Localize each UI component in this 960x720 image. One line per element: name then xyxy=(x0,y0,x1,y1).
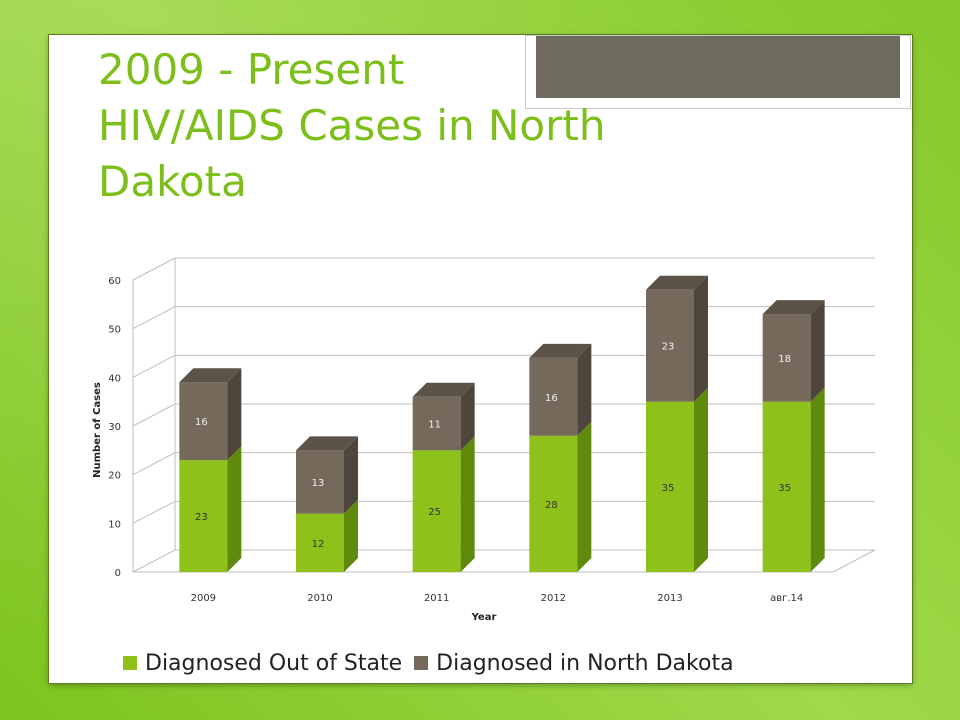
bar-segment-front xyxy=(529,357,578,436)
legend-label-out-of-state: Diagnosed Out of State xyxy=(145,650,403,676)
legend-item-out-of-state: Diagnosed Out of State xyxy=(123,651,402,676)
x-axis-title: Year xyxy=(471,612,497,623)
bar-segment-front xyxy=(762,401,811,572)
gridline xyxy=(132,257,875,281)
y-tick-label: 60 xyxy=(108,276,121,287)
data-label: 18 xyxy=(778,354,791,365)
legend-item-in-north-dakota: Diagnosed in North Dakota xyxy=(414,650,734,676)
y-tick-label: 10 xyxy=(108,519,121,530)
y-tick-label: 40 xyxy=(108,373,121,384)
bar-segment-front xyxy=(412,450,461,572)
data-label: 35 xyxy=(662,483,675,494)
bar-top-face xyxy=(296,436,358,451)
bar-segment-side xyxy=(577,421,592,572)
bar-segment-side xyxy=(460,382,475,451)
bar-top-face xyxy=(412,382,475,397)
title-decoration-fill xyxy=(536,36,900,98)
bar-segment-front xyxy=(646,401,694,572)
bar-segment-front xyxy=(646,289,694,402)
bar-top-face xyxy=(529,343,592,358)
data-label: 11 xyxy=(428,420,441,431)
y-tick-label: 30 xyxy=(108,422,121,433)
bar-segment-side xyxy=(227,368,242,461)
bar-segment-side xyxy=(810,387,825,572)
x-tick-label: 2009 xyxy=(191,593,216,604)
bar-segment-front xyxy=(762,314,811,402)
x-tick-label: 2013 xyxy=(657,593,682,604)
floor-right-edge xyxy=(832,549,876,573)
chart-legend: Diagnosed Out of State Diagnosed in Nort… xyxy=(123,648,746,678)
title-line-3: Dakota xyxy=(98,157,247,206)
data-label: 23 xyxy=(195,512,208,523)
bar-segment-front xyxy=(529,435,578,572)
data-label: 12 xyxy=(312,539,325,550)
bar-segment-side xyxy=(460,436,475,572)
bar-segment-side xyxy=(344,499,358,572)
bar-segment-front xyxy=(296,450,344,514)
data-label: 35 xyxy=(778,483,791,494)
x-tick-label: 2012 xyxy=(541,593,566,604)
bar-segment-side xyxy=(810,300,825,402)
data-label: 25 xyxy=(428,507,441,518)
data-label: 23 xyxy=(662,342,675,353)
bar-segment-side xyxy=(694,387,708,572)
title-line-1: 2009 - Present xyxy=(98,45,405,94)
y-tick-label: 0 xyxy=(115,568,121,579)
bar-top-face xyxy=(646,275,708,290)
x-tick-label: 2010 xyxy=(307,593,332,604)
bar-segment-side xyxy=(344,436,358,514)
legend-swatch-in-north-dakota xyxy=(414,656,429,670)
y-tick-label: 20 xyxy=(108,471,121,482)
bar-top-face xyxy=(179,368,242,383)
bar-segment-side xyxy=(694,275,708,402)
bar-segment-front xyxy=(179,382,228,461)
data-label: 28 xyxy=(545,500,558,511)
x-tick-label: 2011 xyxy=(424,593,449,604)
x-tick-label: авг.14 xyxy=(770,593,803,604)
bar-segment-front xyxy=(296,513,344,572)
slide-title: 2009 - Present HIV/AIDS Cases in North D… xyxy=(98,42,718,210)
title-line-2: HIV/AIDS Cases in North xyxy=(98,101,606,150)
data-label: 16 xyxy=(545,393,558,404)
bar-segment-side xyxy=(577,343,592,436)
y-tick-label: 50 xyxy=(108,325,121,336)
y-axis-title: Number of Cases xyxy=(92,382,103,478)
data-label: 16 xyxy=(195,417,208,428)
bar-segment-side xyxy=(227,446,242,572)
data-label: 13 xyxy=(312,478,325,489)
bar-segment-front xyxy=(179,460,228,572)
bar-top-face xyxy=(762,300,825,315)
legend-label-in-north-dakota: Diagnosed in North Dakota xyxy=(436,650,734,676)
bar-segment-front xyxy=(412,396,461,451)
legend-swatch-out-of-state xyxy=(123,656,137,670)
title-decoration-box xyxy=(525,35,911,109)
